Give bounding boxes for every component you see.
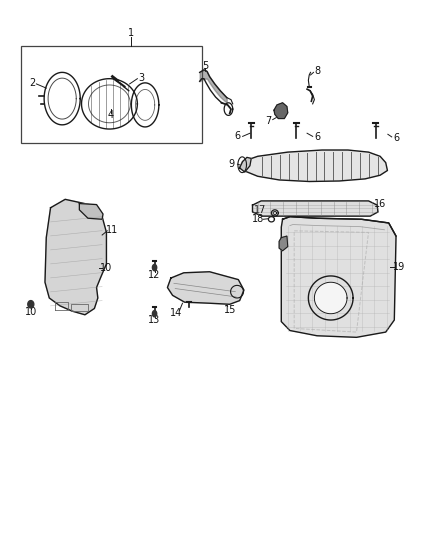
Text: 12: 12 [148,270,161,280]
Text: 19: 19 [393,262,406,271]
Text: 18: 18 [251,214,264,224]
Text: 3: 3 [138,72,145,83]
Text: 6: 6 [393,133,399,143]
Text: 4: 4 [108,110,114,120]
Text: 13: 13 [148,315,161,325]
Text: 14: 14 [170,308,182,318]
Polygon shape [274,103,288,118]
Text: 10: 10 [25,306,37,317]
Text: 8: 8 [315,66,321,76]
Polygon shape [314,282,347,314]
Text: 1: 1 [128,28,134,38]
Text: 11: 11 [106,225,118,235]
Polygon shape [279,236,288,251]
Text: 6: 6 [234,131,240,141]
Text: 5: 5 [201,61,208,71]
Text: 7: 7 [265,116,272,126]
Polygon shape [79,204,103,219]
Text: 15: 15 [223,304,236,314]
Text: 9: 9 [229,159,235,169]
Polygon shape [152,264,157,271]
Polygon shape [152,311,157,317]
Text: 16: 16 [374,198,387,208]
Polygon shape [28,301,34,308]
Text: 17: 17 [254,205,266,215]
Text: 6: 6 [314,132,320,142]
Bar [21,46,202,143]
Polygon shape [253,201,378,216]
Polygon shape [281,216,396,337]
Text: 2: 2 [29,78,35,88]
Text: 10: 10 [100,263,113,272]
Polygon shape [167,272,244,304]
Polygon shape [240,150,388,182]
Polygon shape [45,199,106,315]
Polygon shape [240,157,251,172]
